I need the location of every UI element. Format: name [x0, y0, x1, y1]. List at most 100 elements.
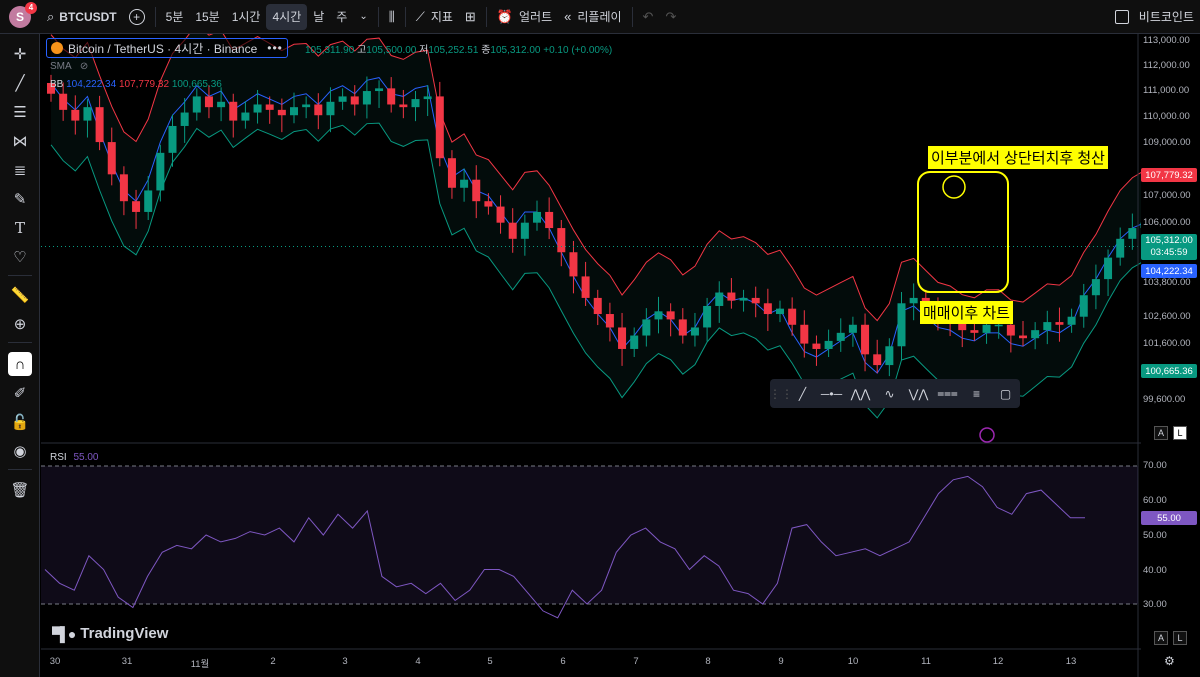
candle-body — [873, 354, 882, 366]
bb-legend[interactable]: BB 104,222.34 107,779.32 100,665.36 — [50, 79, 222, 90]
hide-drawings-tool[interactable]: ◉ — [8, 439, 32, 463]
bb-upper-value: 107,779.32 — [118, 79, 170, 90]
undo-button[interactable]: ↶ — [637, 4, 660, 30]
rsi-tick: 40.00 — [1143, 565, 1167, 576]
rsi-tick: 50.00 — [1143, 530, 1167, 541]
chart-type-button[interactable]: ⫼ — [383, 4, 401, 30]
abcd-pattern-icon[interactable]: ⋁⋀ — [908, 386, 929, 401]
fib-channel-icon[interactable]: ≡ — [972, 386, 980, 401]
measure-tool[interactable]: 📏 — [8, 283, 32, 307]
symbol-search-button[interactable]: ⌕ BTCUSDT — [41, 4, 123, 30]
auto-scale-button[interactable]: A — [1154, 426, 1168, 440]
price-tick: 112,000.00 — [1143, 60, 1190, 71]
time-tick: 7 — [633, 656, 639, 667]
user-avatar[interactable]: S 4 — [9, 1, 37, 28]
candle-body — [581, 276, 590, 298]
high-value: 105,500.00 — [366, 45, 417, 56]
indicators-icon: ⟋ — [415, 8, 425, 24]
rectangle-icon[interactable]: ▢ — [999, 386, 1012, 401]
rsi-auto-scale-button[interactable]: A — [1154, 631, 1168, 645]
ohlc-values: 105,311.90 고105,500.00 저105,252.51 종105,… — [305, 41, 612, 56]
annotation-bottom-text[interactable]: 매매이후 차트 — [920, 301, 1013, 324]
elliott-wave-icon[interactable]: ∿ — [884, 386, 895, 401]
drag-handle-icon[interactable]: ⋮⋮ — [769, 386, 793, 401]
rsi-legend[interactable]: RSI 55.00 — [50, 452, 98, 463]
candle-body — [1067, 316, 1076, 325]
zoom-in-icon: ⊕ — [13, 316, 27, 333]
replay-button[interactable]: « 리플레이 — [558, 4, 627, 30]
eye-off-icon[interactable]: ⊘ — [79, 61, 89, 72]
toolbar-divider — [404, 6, 406, 27]
bb-basis-price-label: 104,222.34 — [1141, 264, 1197, 278]
trendline-tool[interactable]: ╱ — [8, 71, 32, 95]
fib-tool[interactable]: ≣ — [8, 158, 32, 182]
candle-body — [1079, 295, 1088, 317]
symbol-legend[interactable]: Bitcoin / TetherUS · 4시간 · Binance ••• — [46, 38, 288, 58]
interval-15m[interactable]: 15분 — [189, 4, 225, 30]
candle-body — [1043, 322, 1052, 331]
horizontal-ray-icon[interactable]: ─•─ — [820, 386, 843, 401]
more-dots-icon[interactable]: ••• — [267, 41, 283, 55]
layouts-button[interactable]: ⊞ — [459, 4, 482, 30]
candle-body — [180, 112, 189, 126]
candle-body — [144, 190, 153, 212]
text-tool[interactable]: T — [8, 216, 32, 240]
crosshair-tool[interactable]: ✛ — [8, 42, 32, 66]
brush-tool[interactable]: ✎ — [8, 187, 32, 211]
price-chart-canvas[interactable] — [41, 34, 1141, 677]
magnet-tool[interactable]: ∩ — [8, 352, 32, 376]
candle-body — [545, 211, 554, 229]
sidebar-divider — [8, 275, 32, 276]
lock-drawings-tool[interactable]: 🔓 — [8, 410, 32, 434]
zoom-tool[interactable]: ⊕ — [8, 312, 32, 336]
candle-body — [800, 324, 809, 344]
candlestick-series — [47, 74, 1141, 377]
trash-icon: 🗑 — [10, 482, 30, 499]
settings-gear-icon[interactable]: ⚙ — [1164, 654, 1175, 668]
tradingview-logo[interactable]: ▀▌● TradingView — [52, 625, 168, 642]
horizontal-lines-tool[interactable]: ☰ — [8, 100, 32, 124]
sidebar-divider — [8, 469, 32, 470]
candle-body — [812, 343, 821, 349]
indicators-button[interactable]: ⟋ 지표 — [410, 4, 459, 30]
head-shoulders-icon[interactable]: ⋀⋀ — [850, 386, 871, 401]
candle-body — [302, 104, 311, 108]
interval-1h[interactable]: 1시간 — [226, 4, 267, 30]
candle-body — [605, 314, 614, 328]
pitchfork-tool[interactable]: ⋈ — [8, 129, 32, 153]
compare-symbol-button[interactable]: + — [123, 4, 151, 30]
position-icon[interactable]: ⩶ — [937, 386, 958, 400]
candle-body — [593, 297, 602, 315]
bb-label: BB — [50, 79, 64, 90]
annotation-top-text[interactable]: 이부분에서 상단터치후 청산 — [928, 146, 1108, 169]
fib-retracement-icon: ≣ — [13, 162, 27, 179]
trendline-icon[interactable]: ╱ — [798, 386, 807, 401]
candle-body — [776, 308, 784, 315]
candle-body — [204, 96, 213, 108]
top-toolbar: S 4 ⌕ BTCUSDT + 5분 15분 1시간 4시간 날 주 ⌄ ⫼ ⟋… — [0, 0, 1200, 34]
avatar-letter: S — [15, 9, 24, 24]
candle-body — [423, 96, 432, 100]
patterns-tool[interactable]: ♡ — [8, 245, 32, 269]
redo-button[interactable]: ↷ — [659, 4, 682, 30]
bb-basis-line — [50, 77, 1141, 374]
layout-name-button[interactable]: 비트코인트 — [1109, 4, 1200, 30]
sma-legend[interactable]: SMA ⊘ — [50, 61, 88, 72]
horizontal-lines-icon: ☰ — [13, 104, 27, 121]
interval-label: 15분 — [195, 10, 220, 24]
interval-5m[interactable]: 5분 — [160, 4, 190, 30]
alert-button[interactable]: ⏰ 얼러트 — [491, 4, 558, 30]
candle-body — [618, 327, 627, 349]
keep-drawing-tool[interactable]: ✐ — [8, 381, 32, 405]
interval-1d[interactable]: 날 — [307, 4, 330, 30]
interval-1w[interactable]: 주 — [330, 4, 353, 30]
rsi-log-scale-button[interactable]: L — [1173, 631, 1187, 645]
toolbar-divider — [377, 6, 379, 27]
interval-4h[interactable]: 4시간 — [266, 3, 308, 30]
candle-body — [569, 252, 578, 277]
interval-dropdown[interactable]: ⌄ — [353, 4, 373, 30]
remove-drawings-tool[interactable]: 🗑 — [8, 478, 32, 502]
candle-body — [290, 107, 298, 116]
time-tick: 10 — [847, 656, 859, 667]
log-scale-button[interactable]: L — [1173, 426, 1187, 440]
